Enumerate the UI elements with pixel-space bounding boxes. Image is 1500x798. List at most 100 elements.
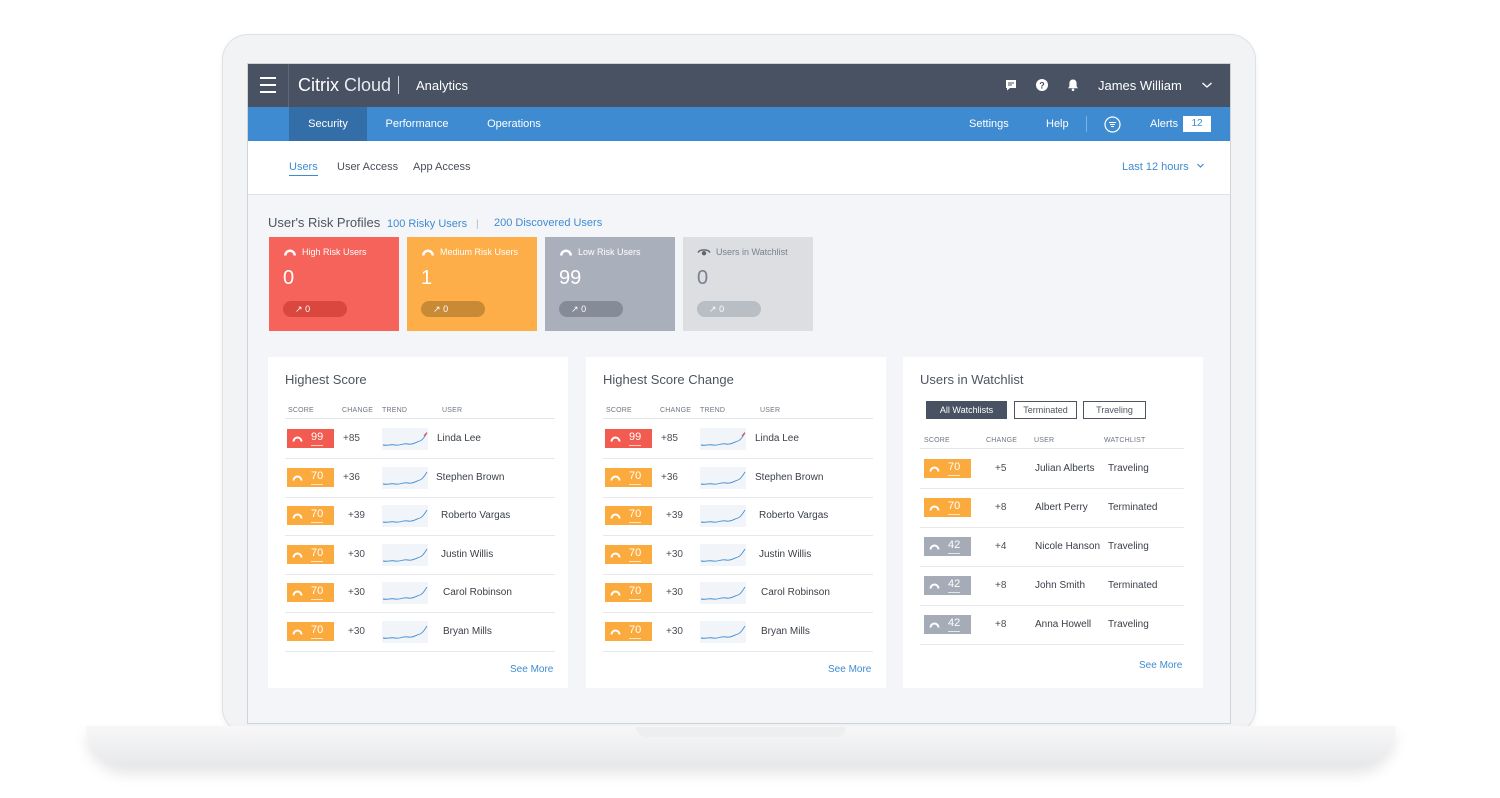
watchlist-name: Traveling bbox=[1108, 619, 1149, 630]
card-change-pill: ↗ 0 bbox=[559, 301, 623, 317]
score-change: +39 bbox=[666, 510, 683, 521]
discovered-users-link[interactable]: 200 Discovered Users bbox=[494, 217, 603, 229]
table-row[interactable]: 70 +30 Justin Willis bbox=[285, 536, 555, 575]
highest-score-panel: Highest Score SCORE CHANGE TREND USER 99… bbox=[268, 357, 568, 688]
chat-icon[interactable] bbox=[1004, 78, 1018, 92]
gauge-icon bbox=[929, 583, 940, 589]
user-name-link[interactable]: Nicole Hanson bbox=[1035, 541, 1101, 552]
risky-users-link[interactable]: 100 Risky Users bbox=[387, 218, 468, 230]
table-row[interactable]: 99 +85 Linda Lee bbox=[285, 420, 555, 459]
user-name-link[interactable]: Bryan Mills bbox=[443, 625, 492, 637]
user-name-link[interactable]: Justin Willis bbox=[759, 548, 812, 560]
header-divider bbox=[285, 418, 555, 419]
filter-terminated[interactable]: Terminated bbox=[1014, 401, 1077, 419]
card-value: 0 bbox=[697, 267, 709, 289]
column-header: TREND bbox=[382, 407, 408, 414]
bell-icon[interactable] bbox=[1066, 78, 1080, 92]
watchlist-name: Terminated bbox=[1108, 502, 1158, 513]
chevron-down-icon[interactable] bbox=[1200, 78, 1214, 92]
settings-link[interactable]: Settings bbox=[969, 118, 1009, 130]
trend-sparkline bbox=[382, 505, 428, 527]
user-name-link[interactable]: Carol Robinson bbox=[443, 587, 512, 598]
score-change: +85 bbox=[661, 433, 678, 444]
score-value: 42 bbox=[948, 576, 961, 593]
filter-traveling[interactable]: Traveling bbox=[1083, 401, 1146, 419]
filter-all-watchlists[interactable]: All Watchlists bbox=[926, 401, 1007, 419]
filter-icon[interactable] bbox=[1104, 116, 1121, 133]
table-row[interactable]: 70 +8 Albert Perry Terminated bbox=[920, 489, 1184, 528]
watchlist-card[interactable]: Users in Watchlist 0 ↗ 0 bbox=[683, 237, 813, 331]
table-row[interactable]: 42 +8 Anna Howell Traveling bbox=[920, 606, 1184, 645]
brand-separator bbox=[398, 76, 399, 94]
user-name-link[interactable]: Bryan Mills bbox=[761, 625, 810, 637]
user-name-link[interactable]: Stephen Brown bbox=[436, 471, 505, 483]
trend-sparkline bbox=[700, 543, 746, 566]
alerts-count-badge[interactable]: 12 bbox=[1183, 116, 1211, 132]
card-value: 1 bbox=[421, 267, 433, 289]
high-risk-card[interactable]: High Risk Users 0 ↗ 0 bbox=[269, 237, 399, 331]
user-name-link[interactable]: Roberto Vargas bbox=[441, 510, 511, 521]
low-risk-card[interactable]: Low Risk Users 99 ↗ 0 bbox=[545, 237, 675, 331]
user-name-link[interactable]: Albert Perry bbox=[1035, 502, 1088, 513]
table-row[interactable]: 70 +30 Bryan Mills bbox=[603, 613, 873, 652]
user-name-link[interactable]: Linda Lee bbox=[755, 433, 799, 444]
topbar-divider bbox=[288, 64, 289, 107]
table-row[interactable]: 70 +36 Stephen Brown bbox=[285, 459, 555, 498]
score-badge: 70 bbox=[605, 544, 652, 564]
trend-sparkline bbox=[382, 428, 428, 450]
score-change: +85 bbox=[343, 433, 360, 444]
column-header: CHANGE bbox=[342, 407, 374, 414]
score-value: 70 bbox=[629, 583, 642, 600]
help-icon[interactable]: ? bbox=[1035, 78, 1049, 92]
table-row[interactable]: 99 +85 Linda Lee bbox=[603, 420, 873, 459]
gauge-icon bbox=[929, 544, 940, 550]
subtab-users[interactable]: Users bbox=[289, 161, 318, 176]
score-value: 70 bbox=[311, 506, 324, 523]
user-name-link[interactable]: Justin Willis bbox=[441, 548, 494, 560]
gauge-low-icon bbox=[560, 249, 572, 256]
menu-icon[interactable] bbox=[260, 77, 276, 93]
see-more-link[interactable]: See More bbox=[828, 664, 872, 675]
user-name-link[interactable]: Linda Lee bbox=[437, 433, 481, 444]
table-row[interactable]: 70 +30 Bryan Mills bbox=[285, 613, 555, 652]
subtab-app-access[interactable]: App Access bbox=[413, 161, 471, 173]
arrow-up-right-icon: ↗ bbox=[433, 304, 441, 314]
user-name-link[interactable]: John Smith bbox=[1035, 580, 1086, 591]
see-more-link[interactable]: See More bbox=[510, 664, 554, 675]
user-name-link[interactable]: Roberto Vargas bbox=[759, 510, 829, 521]
tab-operations[interactable]: Operations bbox=[487, 118, 541, 130]
user-name[interactable]: James William bbox=[1098, 78, 1182, 93]
table-row[interactable]: 70 +36 Stephen Brown bbox=[603, 459, 873, 498]
brand-logo[interactable]: Citrix Cloud bbox=[298, 75, 391, 96]
user-name-link[interactable]: Julian Alberts bbox=[1035, 463, 1095, 474]
table-row[interactable]: 70 +5 Julian Alberts Traveling bbox=[920, 450, 1184, 489]
table-row[interactable]: 70 +30 Carol Robinson bbox=[285, 574, 555, 613]
score-badge: 70 bbox=[605, 621, 652, 641]
table-row[interactable]: 70 +30 Carol Robinson bbox=[603, 574, 873, 613]
highest-score-change-panel: Highest Score Change SCORE CHANGE TREND … bbox=[586, 357, 886, 688]
product-name: Analytics bbox=[416, 78, 469, 93]
help-link[interactable]: Help bbox=[1046, 118, 1069, 130]
medium-risk-card[interactable]: Medium Risk Users 1 ↗ 0 bbox=[407, 237, 537, 331]
tab-performance[interactable]: Performance bbox=[385, 118, 449, 130]
subtab-user-access[interactable]: User Access bbox=[337, 161, 399, 173]
score-badge: 70 bbox=[924, 459, 971, 478]
user-name-link[interactable]: Carol Robinson bbox=[761, 587, 830, 598]
table-row[interactable]: 70 +30 Justin Willis bbox=[603, 536, 873, 575]
table-row[interactable]: 70 +39 Roberto Vargas bbox=[603, 497, 873, 536]
user-name-link[interactable]: Anna Howell bbox=[1035, 619, 1092, 630]
table-row[interactable]: 70 +39 Roberto Vargas bbox=[285, 497, 555, 536]
user-name-link[interactable]: Stephen Brown bbox=[755, 471, 824, 483]
score-value: 70 bbox=[629, 468, 642, 485]
column-header: USER bbox=[760, 407, 781, 414]
alerts-label[interactable]: Alerts bbox=[1150, 118, 1179, 130]
table-row[interactable]: 42 +4 Nicole Hanson Traveling bbox=[920, 528, 1184, 567]
tab-security[interactable]: Security bbox=[289, 107, 367, 141]
score-value: 70 bbox=[311, 545, 324, 562]
score-badge: 42 bbox=[924, 537, 971, 556]
see-more-link[interactable]: See More bbox=[1139, 660, 1183, 671]
score-change: +4 bbox=[995, 541, 1007, 552]
time-range-dropdown[interactable]: Last 12 hours bbox=[1122, 161, 1205, 173]
table-row[interactable]: 42 +8 John Smith Terminated bbox=[920, 567, 1184, 606]
gauge-icon bbox=[610, 436, 621, 442]
